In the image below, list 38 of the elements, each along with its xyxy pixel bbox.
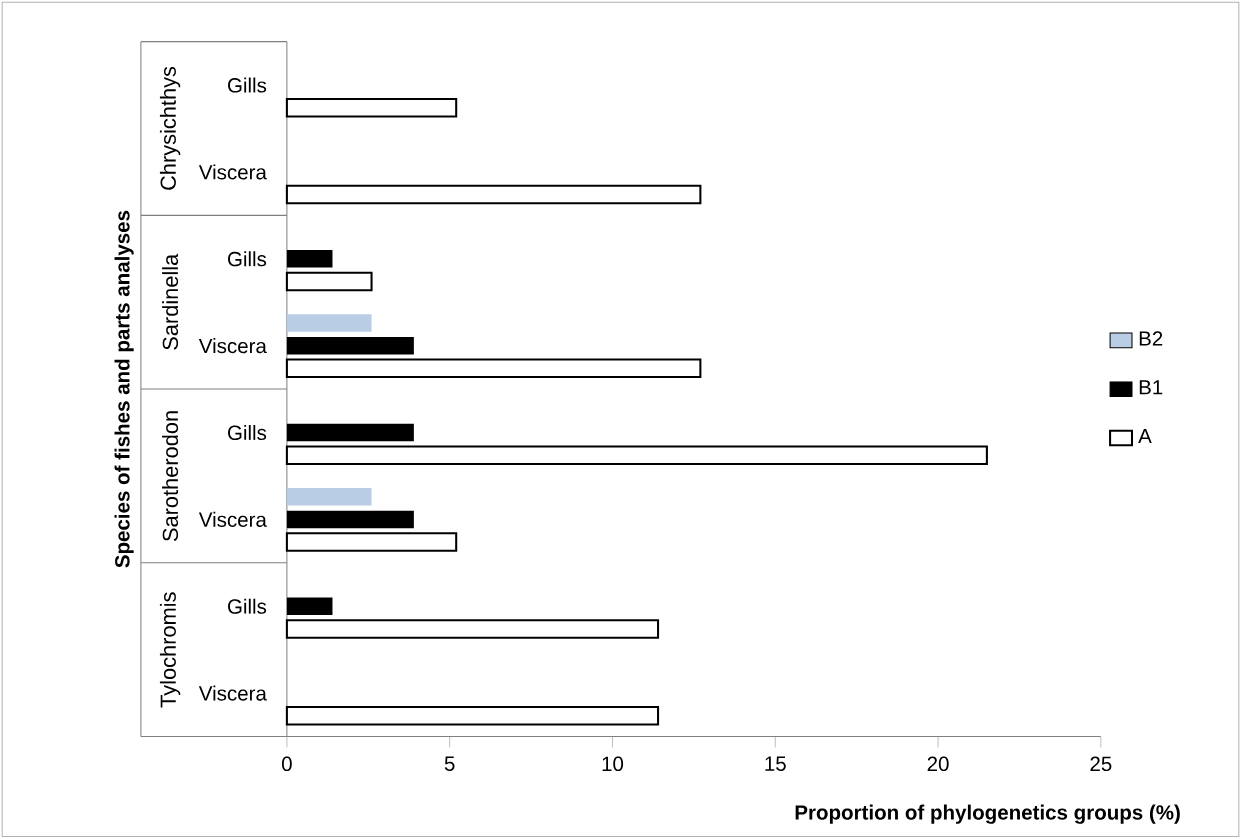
bar	[285, 271, 373, 292]
bar	[286, 314, 372, 332]
x-tick-label: 5	[444, 756, 455, 772]
text: Chrysichthys	[159, 67, 181, 190]
bar	[285, 706, 660, 726]
bar	[285, 184, 702, 205]
bar	[286, 423, 414, 442]
bar	[286, 488, 372, 506]
y-tick-label: Viscera	[198, 338, 267, 354]
bar	[285, 358, 702, 379]
y-tick-label: Gills	[228, 598, 267, 614]
bar	[286, 337, 414, 355]
bar	[286, 597, 333, 616]
x-tick-label: 25	[1090, 756, 1112, 772]
x-tick-label: 0	[281, 756, 292, 772]
legend-label: A	[1138, 429, 1152, 444]
text: Sarotherodon	[162, 411, 179, 542]
y-axis-title: Species of fishes and parts analyses	[114, 210, 134, 568]
x-tick-label: 20	[927, 756, 949, 772]
bar	[286, 510, 414, 529]
y-tick-label: Gills	[228, 77, 267, 93]
y-tick-label: Gills	[228, 425, 267, 441]
y-tick-label: Viscera	[198, 164, 267, 180]
bar	[285, 532, 458, 552]
bar	[285, 619, 660, 639]
x-tick-label: 10	[602, 756, 624, 772]
bar	[285, 445, 988, 466]
bar	[285, 98, 458, 118]
legend-label: B1	[1139, 380, 1163, 395]
text: Tylochromis	[159, 592, 181, 708]
y-tick-label: Viscera	[198, 685, 267, 701]
y-tick-label: Gills	[228, 251, 267, 267]
y-tick-label: Viscera	[198, 511, 267, 528]
legend-label: B2	[1139, 331, 1163, 346]
bar	[286, 250, 333, 268]
x-axis-title: Proportion of phylogenetics groups (%)	[795, 804, 1180, 824]
x-tick-label: 15	[765, 756, 786, 772]
text: Sardinella	[162, 253, 179, 350]
